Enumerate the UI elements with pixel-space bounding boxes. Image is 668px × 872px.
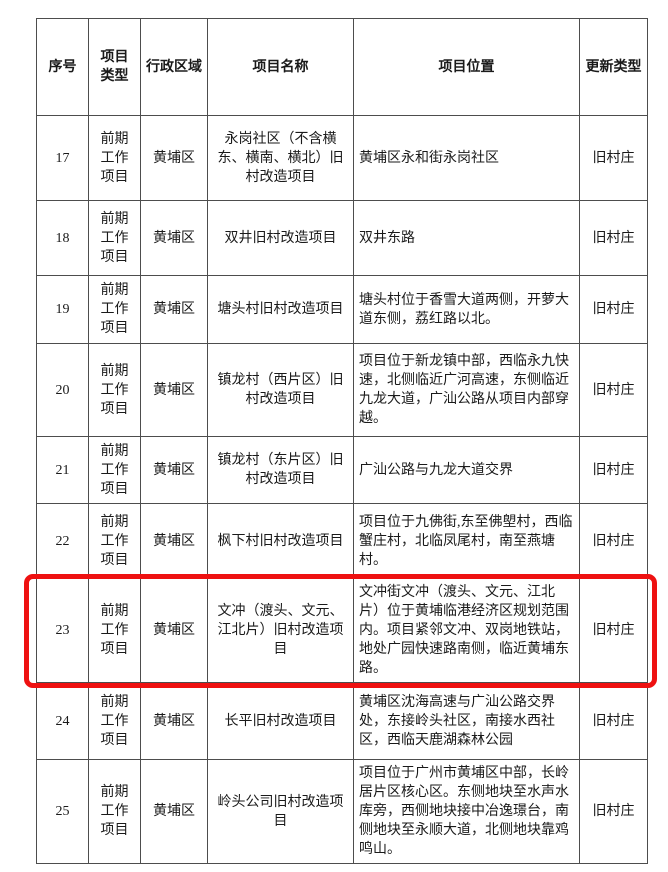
cell-project-location: 文冲街文冲（渡头、文元、江北片）位于黄埔临港经济区规划范围内。项目紧邻文冲、双岗… bbox=[353, 578, 580, 683]
table-row: 19 前期工作项目 黄埔区 塘头村旧村改造项目 塘头村位于香雪大道两侧，开萝大道… bbox=[36, 275, 648, 344]
cell-project-name: 文冲（渡头、文元、江北片）旧村改造项目 bbox=[207, 578, 354, 683]
cell-project-name: 双井旧村改造项目 bbox=[207, 200, 354, 276]
cell-admin-region: 黄埔区 bbox=[140, 275, 208, 344]
cell-update-type: 旧村庄 bbox=[579, 759, 648, 864]
cell-update-type: 旧村庄 bbox=[579, 200, 648, 276]
cell-update-type: 旧村庄 bbox=[579, 343, 648, 437]
cell-update-type: 旧村庄 bbox=[579, 503, 648, 579]
col-header-type: 项目类型 bbox=[88, 18, 141, 116]
cell-admin-region: 黄埔区 bbox=[140, 682, 208, 760]
cell-serial-number: 24 bbox=[36, 682, 89, 760]
cell-admin-region: 黄埔区 bbox=[140, 578, 208, 683]
cell-serial-number: 21 bbox=[36, 436, 89, 504]
header-row: 序号 项目类型 行政区域 项目名称 项目位置 更新类型 bbox=[36, 18, 648, 116]
cell-project-name: 枫下村旧村改造项目 bbox=[207, 503, 354, 579]
cell-project-name: 岭头公司旧村改造项目 bbox=[207, 759, 354, 864]
cell-project-name: 长平旧村改造项目 bbox=[207, 682, 354, 760]
table-row: 17 前期工作项目 黄埔区 永岗社区（不含横东、横南、横北）旧村改造项目 黄埔区… bbox=[36, 115, 648, 201]
table-row: 20 前期工作项目 黄埔区 镇龙村（西片区）旧村改造项目 项目位于新龙镇中部，西… bbox=[36, 343, 648, 437]
cell-admin-region: 黄埔区 bbox=[140, 115, 208, 201]
cell-project-location: 双井东路 bbox=[353, 200, 580, 276]
cell-admin-region: 黄埔区 bbox=[140, 200, 208, 276]
cell-serial-number: 25 bbox=[36, 759, 89, 864]
cell-project-location: 项目位于广州市黄埔区中部，长岭居片区核心区。东侧地块至水声水库旁，西侧地块接中冶… bbox=[353, 759, 580, 864]
cell-project-location: 广汕公路与九龙大道交界 bbox=[353, 436, 580, 504]
cell-project-type: 前期工作项目 bbox=[88, 275, 141, 344]
col-header-update: 更新类型 bbox=[579, 18, 648, 116]
cell-serial-number: 17 bbox=[36, 115, 89, 201]
cell-serial-number: 18 bbox=[36, 200, 89, 276]
cell-project-location: 塘头村位于香雪大道两侧，开萝大道东侧，荔红路以北。 bbox=[353, 275, 580, 344]
cell-project-type: 前期工作项目 bbox=[88, 682, 141, 760]
cell-project-type: 前期工作项目 bbox=[88, 343, 141, 437]
col-header-region: 行政区域 bbox=[140, 18, 208, 116]
cell-project-type: 前期工作项目 bbox=[88, 759, 141, 864]
table-row: 21 前期工作项目 黄埔区 镇龙村（东片区）旧村改造项目 广汕公路与九龙大道交界… bbox=[36, 436, 648, 504]
cell-project-name: 塘头村旧村改造项目 bbox=[207, 275, 354, 344]
cell-admin-region: 黄埔区 bbox=[140, 759, 208, 864]
cell-admin-region: 黄埔区 bbox=[140, 436, 208, 504]
cell-serial-number: 22 bbox=[36, 503, 89, 579]
col-header-location: 项目位置 bbox=[353, 18, 580, 116]
cell-admin-region: 黄埔区 bbox=[140, 343, 208, 437]
cell-update-type: 旧村庄 bbox=[579, 115, 648, 201]
table-row: 22 前期工作项目 黄埔区 枫下村旧村改造项目 项目位于九佛街,东至佛塱村，西临… bbox=[36, 503, 648, 579]
cell-serial-number: 23 bbox=[36, 578, 89, 683]
cell-update-type: 旧村庄 bbox=[579, 275, 648, 344]
cell-admin-region: 黄埔区 bbox=[140, 503, 208, 579]
cell-project-location: 项目位于新龙镇中部，西临永九快 速，北侧临近广河高速，东侧临近九龙大道，广汕公路… bbox=[353, 343, 580, 437]
table-row: 18 前期工作项目 黄埔区 双井旧村改造项目 双井东路 旧村庄 bbox=[36, 200, 648, 276]
cell-project-type: 前期工作项目 bbox=[88, 436, 141, 504]
cell-project-location: 黄埔区沈海高速与广汕公路交界处，东接岭头社区，南接水西社区，西临天鹿湖森林公园 bbox=[353, 682, 580, 760]
cell-serial-number: 19 bbox=[36, 275, 89, 344]
cell-project-type: 前期工作项目 bbox=[88, 578, 141, 683]
cell-serial-number: 20 bbox=[36, 343, 89, 437]
cell-update-type: 旧村庄 bbox=[579, 682, 648, 760]
col-header-no: 序号 bbox=[36, 18, 89, 116]
cell-project-location: 黄埔区永和街永岗社区 bbox=[353, 115, 580, 201]
cell-project-type: 前期工作项目 bbox=[88, 200, 141, 276]
cell-project-type: 前期工作项目 bbox=[88, 503, 141, 579]
cell-project-location: 项目位于九佛街,东至佛塱村，西临蟹庄村，北临凤尾村，南至燕塘村。 bbox=[353, 503, 580, 579]
project-table: 序号 项目类型 行政区域 项目名称 项目位置 更新类型 17 前期工作项目 黄埔… bbox=[36, 18, 648, 864]
col-header-name: 项目名称 bbox=[207, 18, 354, 116]
cell-project-name: 镇龙村（东片区）旧村改造项目 bbox=[207, 436, 354, 504]
table-row: 25 前期工作项目 黄埔区 岭头公司旧村改造项目 项目位于广州市黄埔区中部，长岭… bbox=[36, 759, 648, 864]
cell-update-type: 旧村庄 bbox=[579, 436, 648, 504]
table-row: 24 前期工作项目 黄埔区 长平旧村改造项目 黄埔区沈海高速与广汕公路交界处，东… bbox=[36, 682, 648, 760]
cell-project-name: 镇龙村（西片区）旧村改造项目 bbox=[207, 343, 354, 437]
table-row-highlighted: 23 前期工作项目 黄埔区 文冲（渡头、文元、江北片）旧村改造项目 文冲街文冲（… bbox=[36, 578, 648, 683]
cell-project-type: 前期工作项目 bbox=[88, 115, 141, 201]
cell-update-type: 旧村庄 bbox=[579, 578, 648, 683]
cell-project-name: 永岗社区（不含横东、横南、横北）旧村改造项目 bbox=[207, 115, 354, 201]
